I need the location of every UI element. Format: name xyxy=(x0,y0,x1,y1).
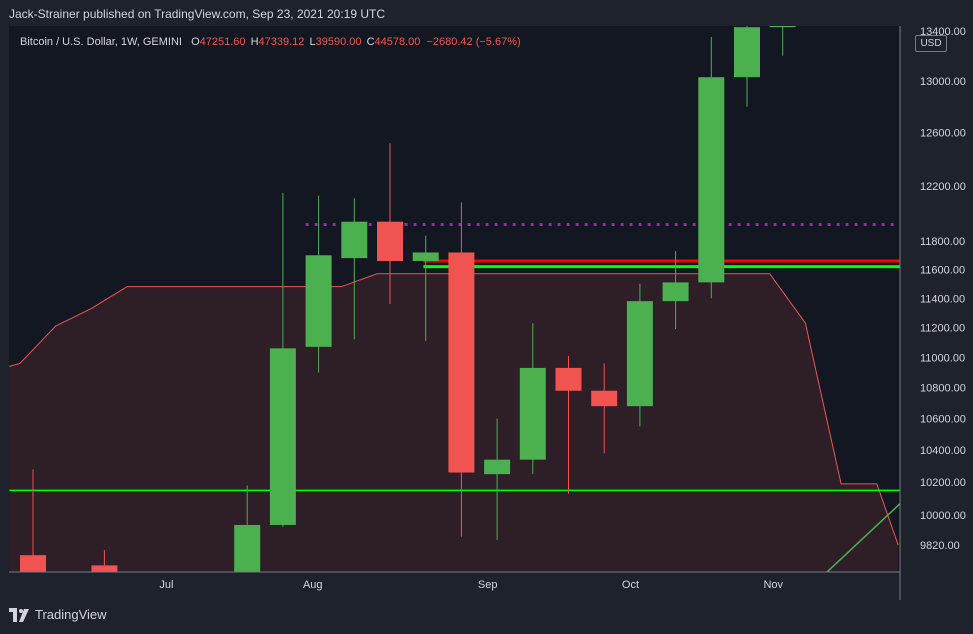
y-tick-label: 11800.00 xyxy=(920,236,965,248)
y-tick-label: 11200.00 xyxy=(920,323,965,335)
candle-body xyxy=(698,77,725,283)
y-tick-label: 9820.00 xyxy=(920,540,960,552)
y-tick-label: 11600.00 xyxy=(920,264,965,276)
x-tick-label: Nov xyxy=(763,579,783,591)
close-value: 44578.00 xyxy=(374,36,421,48)
y-tick-label: 10400.00 xyxy=(920,445,966,457)
x-tick-label: Oct xyxy=(622,579,639,591)
cloud-upper-line xyxy=(9,273,899,546)
low-label: L xyxy=(309,36,316,48)
high-label: H xyxy=(250,36,259,48)
diagonal-trendline xyxy=(826,502,900,572)
currency-badge[interactable]: USD xyxy=(915,35,947,52)
candle-body xyxy=(305,255,332,347)
y-tick-label: 11000.00 xyxy=(920,352,965,364)
brand-name: TradingView xyxy=(35,607,107,622)
low-value: 39590.00 xyxy=(315,36,362,48)
candle-body xyxy=(341,221,368,259)
change-value: −2680.42 (−5.67%) xyxy=(426,36,521,48)
candle-body xyxy=(591,390,618,407)
candle-body xyxy=(91,565,118,572)
open-label: O xyxy=(191,36,200,48)
candle-body xyxy=(20,555,46,572)
candle-body xyxy=(769,26,796,28)
close-label: C xyxy=(366,36,375,48)
y-tick-label: 12200.00 xyxy=(920,181,966,193)
high-value: 47339.12 xyxy=(258,36,305,48)
candle-body xyxy=(734,27,760,78)
candle-body xyxy=(662,282,689,302)
candle-body xyxy=(234,524,261,572)
y-tick-label: 13000.00 xyxy=(920,76,966,88)
candle-body xyxy=(377,221,403,261)
price-chart[interactable] xyxy=(9,26,900,572)
y-tick-label: 11400.00 xyxy=(920,293,965,305)
x-tick-label: Jul xyxy=(159,579,173,591)
candle-body xyxy=(269,348,296,525)
y-tick-label: 10600.00 xyxy=(920,414,966,426)
candle-body xyxy=(448,252,475,473)
y-tick-label: 10000.00 xyxy=(920,510,966,522)
tradingview-logo-icon xyxy=(9,607,29,622)
open-value: 47251.60 xyxy=(199,36,246,48)
footer-brand: TradingView xyxy=(9,607,107,622)
y-tick-label: 12600.00 xyxy=(920,128,966,140)
x-tick-label: Sep xyxy=(478,579,498,591)
candle-body xyxy=(555,367,582,391)
candle-body xyxy=(412,252,439,261)
symbol-legend: Bitcoin / U.S. Dollar, 1W, GEMINI O47251… xyxy=(20,36,521,48)
candle-body xyxy=(626,301,653,407)
symbol-name: Bitcoin / U.S. Dollar, 1W, GEMINI xyxy=(20,36,182,48)
chart-pane[interactable] xyxy=(9,26,900,572)
y-tick-label: 10800.00 xyxy=(920,383,966,395)
publisher-credit: Jack-Strainer published on TradingView.c… xyxy=(9,7,385,21)
y-tick-label: 10200.00 xyxy=(920,477,966,489)
candle-body xyxy=(519,367,546,460)
candle-body xyxy=(484,459,511,475)
x-tick-label: Aug xyxy=(303,579,323,591)
